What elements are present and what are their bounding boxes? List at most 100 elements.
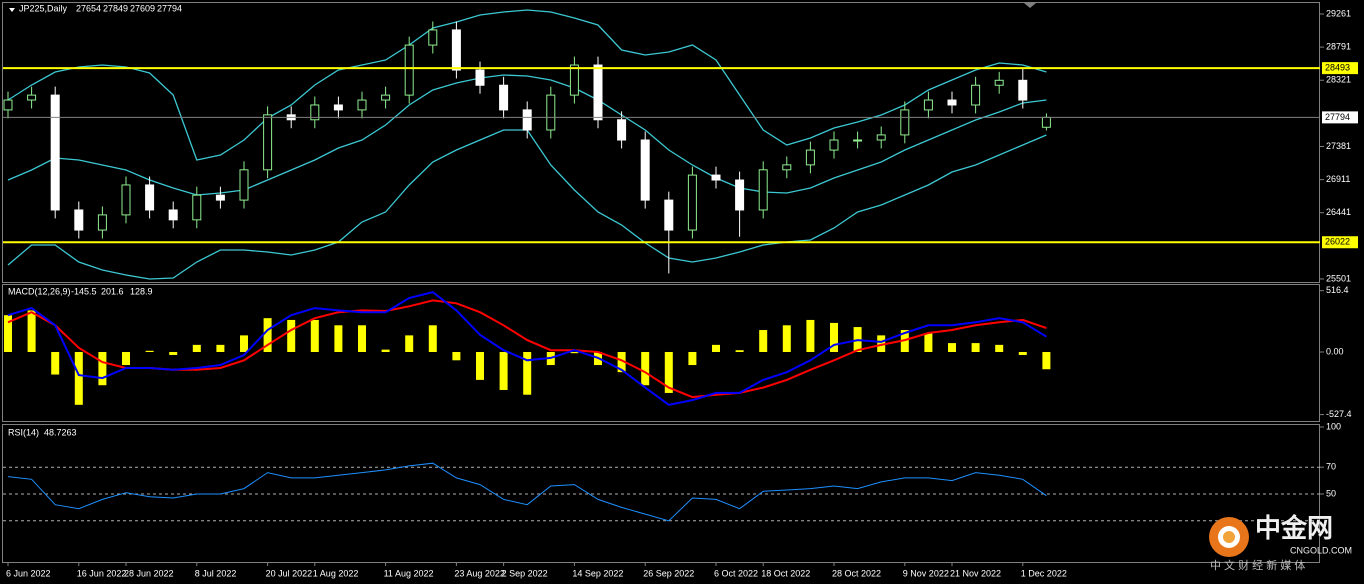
histogram-bar [782, 325, 791, 352]
histogram-bar [995, 344, 1004, 352]
histogram-bar [924, 333, 933, 352]
candle-body [145, 184, 155, 211]
histogram-bar [405, 335, 414, 352]
high-value: 27849 [103, 3, 128, 13]
candle-body [617, 119, 627, 141]
histogram-bar [735, 350, 744, 352]
x-tick-label: 28 Jun 2022 [124, 568, 174, 578]
x-tick-label: 23 Aug 2022 [454, 568, 505, 578]
candle-body [569, 64, 579, 96]
histogram-bar [334, 325, 343, 352]
candle-body [27, 94, 37, 101]
histogram-bar [98, 351, 107, 386]
histogram-bar [192, 344, 201, 352]
chart-title: JP225,Daily [19, 3, 68, 13]
histogram-bar [240, 335, 248, 352]
histogram-bar [4, 315, 12, 352]
histogram-bar [948, 343, 956, 352]
candle-body [1041, 116, 1051, 128]
candle-body [404, 44, 414, 96]
candle-body [853, 139, 863, 142]
x-tick-label: 1 Dec 2022 [1021, 568, 1067, 578]
candle-body [971, 84, 981, 106]
candle-body [947, 99, 957, 106]
candle-body [475, 69, 485, 86]
y-tick-label: 70 [1326, 462, 1336, 472]
histogram-bar [1018, 351, 1027, 355]
histogram-bar [617, 351, 626, 373]
panel-title: MACD(12,26,9) [8, 286, 71, 296]
candle-body [711, 174, 721, 181]
y-tick-label: 516.4 [1326, 285, 1349, 295]
x-tick-label: 9 Nov 2022 [903, 568, 949, 578]
histogram-bar [806, 319, 815, 352]
level-label-box [1322, 62, 1358, 75]
histogram-bar [169, 351, 178, 355]
candle-body [74, 209, 84, 231]
watermark-site: CNGOLD.COM [1290, 545, 1352, 555]
histogram-bar [877, 335, 886, 352]
x-tick-label: 26 Sep 2022 [643, 568, 694, 578]
rsi-value: 48.7263 [44, 427, 77, 437]
shift-marker [1024, 3, 1036, 8]
histogram-bar [287, 319, 296, 352]
histogram-bar [74, 351, 83, 405]
candle-body [923, 99, 933, 111]
candle-body [1018, 79, 1028, 101]
x-tick-label: 2 Sep 2022 [502, 568, 548, 578]
histogram-value: -145.5 [71, 286, 97, 296]
histogram-bar [51, 351, 60, 375]
y-tick-label: 29261 [1326, 8, 1351, 18]
y-tick-label: 100 [1326, 421, 1341, 431]
price-panel-frame [2, 2, 1320, 283]
x-tick-label: 18 Oct 2022 [761, 568, 810, 578]
close-value: 27794 [157, 3, 182, 13]
candle-body [640, 139, 650, 201]
watermark-tagline: 中 文 财 经 新 媒 体 [1210, 558, 1305, 572]
y-tick-label: 28321 [1326, 75, 1351, 85]
menu-arrow[interactable] [9, 8, 15, 12]
candle-body [829, 139, 839, 151]
candle-body [876, 134, 886, 141]
histogram-bar [570, 351, 579, 354]
candle-body [357, 99, 367, 111]
y-tick-label: 50 [1326, 488, 1336, 498]
y-tick-label: 0.00 [1326, 346, 1344, 356]
candle-body [97, 214, 107, 231]
candle-body [428, 29, 438, 46]
x-tick-label: 6 Jun 2022 [6, 568, 51, 578]
candle-body [735, 179, 745, 211]
histogram-bar [523, 351, 532, 395]
watermark: 中金网 CNGOLD.COM 中 文 财 经 新 媒 体 [1209, 513, 1352, 572]
candle-body [758, 169, 768, 211]
candle-body [499, 84, 509, 111]
candle-body [994, 79, 1004, 86]
candle-body [333, 104, 343, 111]
level-label-box [1322, 236, 1358, 249]
candle-body [310, 104, 320, 121]
y-tick-label: -527.4 [1326, 409, 1352, 419]
y-tick-label: 25501 [1326, 273, 1351, 283]
candle-body [239, 169, 249, 201]
candle-body [522, 109, 532, 131]
candle-body [782, 164, 792, 171]
y-tick-label: 27381 [1326, 141, 1351, 151]
histogram-bar [971, 343, 980, 352]
histogram-bar [452, 351, 461, 361]
x-tick-label: 28 Oct 2022 [832, 568, 881, 578]
histogram-bar [310, 319, 319, 352]
candle-body [215, 194, 225, 201]
histogram-bar [476, 351, 484, 380]
histogram-bar [358, 325, 366, 352]
level-label: 28493 [1325, 62, 1350, 72]
candle-body [805, 149, 815, 166]
candle-body [900, 109, 910, 136]
logo-core [1223, 531, 1235, 543]
candle-body [192, 194, 202, 221]
x-tick-label: 6 Oct 2022 [714, 568, 758, 578]
histogram-bar [428, 325, 437, 352]
histogram-bar [664, 351, 673, 393]
candle-body [3, 99, 13, 111]
band-middle [7, 74, 1047, 196]
